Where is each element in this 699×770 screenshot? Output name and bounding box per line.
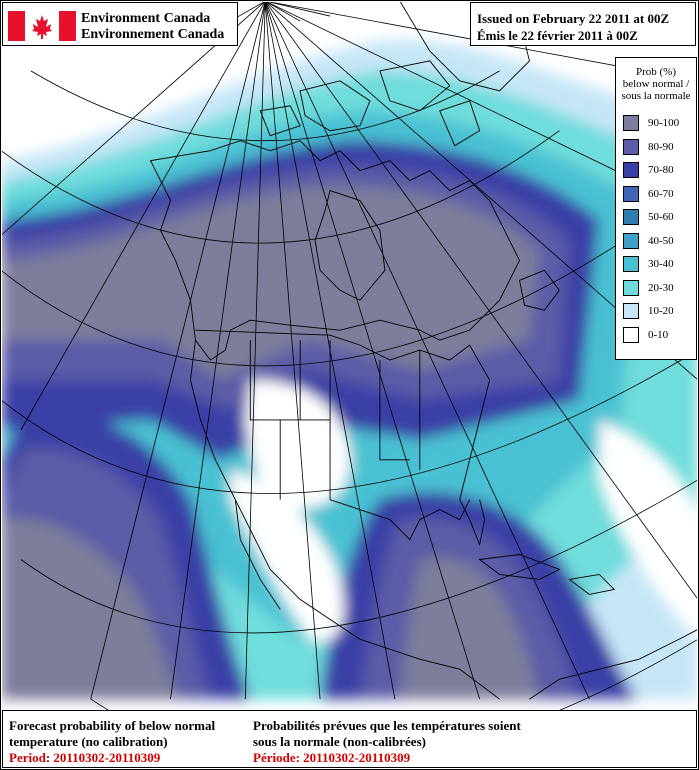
legend-swatch — [623, 162, 639, 178]
legend-item: 70-80 — [623, 162, 695, 178]
legend-label: 90-100 — [648, 117, 680, 129]
caption-en-line-2: temperature (no calibration) — [9, 734, 168, 749]
canada-flag-icon — [8, 11, 76, 41]
legend-swatch — [623, 232, 639, 249]
legend-title-line-3: sous la normale — [621, 90, 691, 102]
legend-swatch — [623, 115, 639, 131]
legend-title-line-2: below normal / — [622, 78, 690, 90]
legend-swatch — [623, 256, 639, 272]
legend-label: 60-70 — [648, 187, 674, 200]
legend-label: 50-60 — [648, 211, 674, 223]
legend-swatch — [623, 138, 639, 155]
legend-label: 30-40 — [648, 258, 674, 270]
org-name-fr: Environnement Canada — [81, 27, 225, 42]
legend-swatch — [623, 303, 639, 319]
legend-label: 20-30 — [648, 281, 674, 294]
legend-item: 20-30 — [623, 279, 695, 296]
legend-item: 40-50 — [623, 232, 695, 249]
caption-fr-line-2: sous la normale (non-calibrées) — [253, 734, 426, 749]
org-name-en: Environment Canada — [81, 11, 211, 26]
legend-item: 0-10 — [623, 326, 695, 343]
issue-date-fr: Émis le 22 février 2011 à 00Z — [477, 28, 638, 43]
agency-logo-box: Environment Canada Environnement Canada — [2, 2, 238, 46]
period-fr: Période: 20110302-20110309 — [253, 750, 411, 765]
legend-swatch — [623, 209, 639, 225]
issue-date-en: Issued on February 22 2011 at 00Z — [477, 11, 670, 26]
legend-label: 0-10 — [648, 328, 669, 341]
legend-item: 50-60 — [623, 209, 695, 225]
probability-field — [1, 39, 698, 700]
issue-date-box: Issued on February 22 2011 at 00Z Émis l… — [470, 2, 696, 46]
legend: Prob (%) below normal / sous la normale … — [615, 57, 697, 360]
legend-swatch — [623, 326, 639, 343]
legend-item: 10-20 — [623, 303, 695, 319]
legend-title-line-1: Prob (%) — [635, 66, 677, 78]
legend-label: 10-20 — [648, 305, 674, 317]
footer-caption: Forecast probability of below normal tem… — [2, 710, 697, 768]
legend-label: 80-90 — [648, 140, 674, 153]
legend-item: 30-40 — [623, 256, 695, 272]
legend-item: 80-90 — [623, 138, 695, 155]
legend-item: 60-70 — [623, 185, 695, 202]
legend-swatch — [623, 185, 639, 202]
period-en: Period: 20110302-20110309 — [9, 750, 161, 765]
legend-title: Prob (%) below normal / sous la normale — [616, 66, 696, 102]
legend-label: 40-50 — [648, 234, 674, 247]
boundaries — [149, 2, 698, 700]
legend-item: 90-100 — [623, 115, 695, 131]
caption-fr-line-1: Probabilités prévues que les température… — [253, 718, 521, 733]
legend-label: 70-80 — [648, 164, 674, 176]
caption-en-line-1: Forecast probability of below normal — [9, 718, 216, 733]
legend-swatch — [623, 279, 639, 296]
